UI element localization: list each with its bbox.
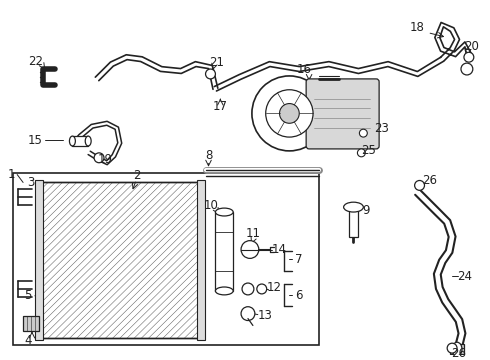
Circle shape	[257, 284, 267, 294]
Text: 13: 13	[257, 309, 272, 322]
Bar	[450, 344, 464, 354]
Circle shape	[461, 63, 473, 75]
Text: 20: 20	[465, 40, 479, 53]
Text: 23: 23	[374, 122, 389, 135]
Bar	[23, 316, 39, 331]
Text: 4: 4	[24, 334, 32, 347]
Text: 16: 16	[296, 63, 312, 76]
Text: 18: 18	[410, 21, 425, 34]
Bar	[73, 136, 88, 146]
Circle shape	[205, 69, 216, 79]
Ellipse shape	[452, 342, 462, 356]
Circle shape	[266, 90, 313, 137]
Text: 2: 2	[133, 169, 140, 182]
Bar	[13, 172, 319, 345]
Circle shape	[464, 52, 474, 62]
Circle shape	[242, 283, 254, 295]
Circle shape	[241, 240, 259, 258]
Text: 14: 14	[272, 243, 287, 256]
Circle shape	[415, 180, 424, 190]
Bar	[41, 183, 198, 338]
Text: 9: 9	[363, 203, 370, 217]
Text: 17: 17	[213, 100, 228, 113]
Text: 19: 19	[98, 153, 113, 166]
Ellipse shape	[216, 208, 233, 216]
Bar	[348, 207, 358, 237]
Bar	[41, 183, 198, 338]
Ellipse shape	[216, 287, 233, 295]
Text: 25: 25	[361, 144, 376, 157]
Text: 21: 21	[209, 56, 224, 69]
Text: 12: 12	[267, 282, 282, 294]
Circle shape	[241, 307, 255, 320]
Ellipse shape	[85, 136, 91, 146]
Text: 5: 5	[24, 289, 32, 302]
Text: 22: 22	[28, 55, 44, 68]
Text: 11: 11	[245, 227, 260, 240]
Bar	[35, 180, 43, 340]
Text: 3: 3	[27, 176, 35, 189]
Bar	[196, 180, 204, 340]
Circle shape	[447, 343, 457, 353]
Circle shape	[94, 153, 104, 163]
Text: 1: 1	[7, 168, 15, 181]
Text: 15: 15	[27, 134, 42, 147]
FancyBboxPatch shape	[306, 79, 379, 149]
Text: 8: 8	[205, 149, 212, 162]
Circle shape	[252, 76, 327, 151]
Bar	[216, 212, 233, 291]
Text: 26: 26	[451, 347, 466, 360]
Ellipse shape	[70, 136, 75, 146]
Text: 7: 7	[295, 253, 303, 266]
Text: 6: 6	[295, 289, 303, 302]
Text: 10: 10	[204, 199, 219, 212]
Circle shape	[359, 129, 368, 137]
Circle shape	[279, 104, 299, 123]
Text: 26: 26	[422, 174, 437, 187]
Text: 24: 24	[458, 270, 472, 283]
Circle shape	[357, 149, 366, 157]
Ellipse shape	[343, 202, 364, 212]
